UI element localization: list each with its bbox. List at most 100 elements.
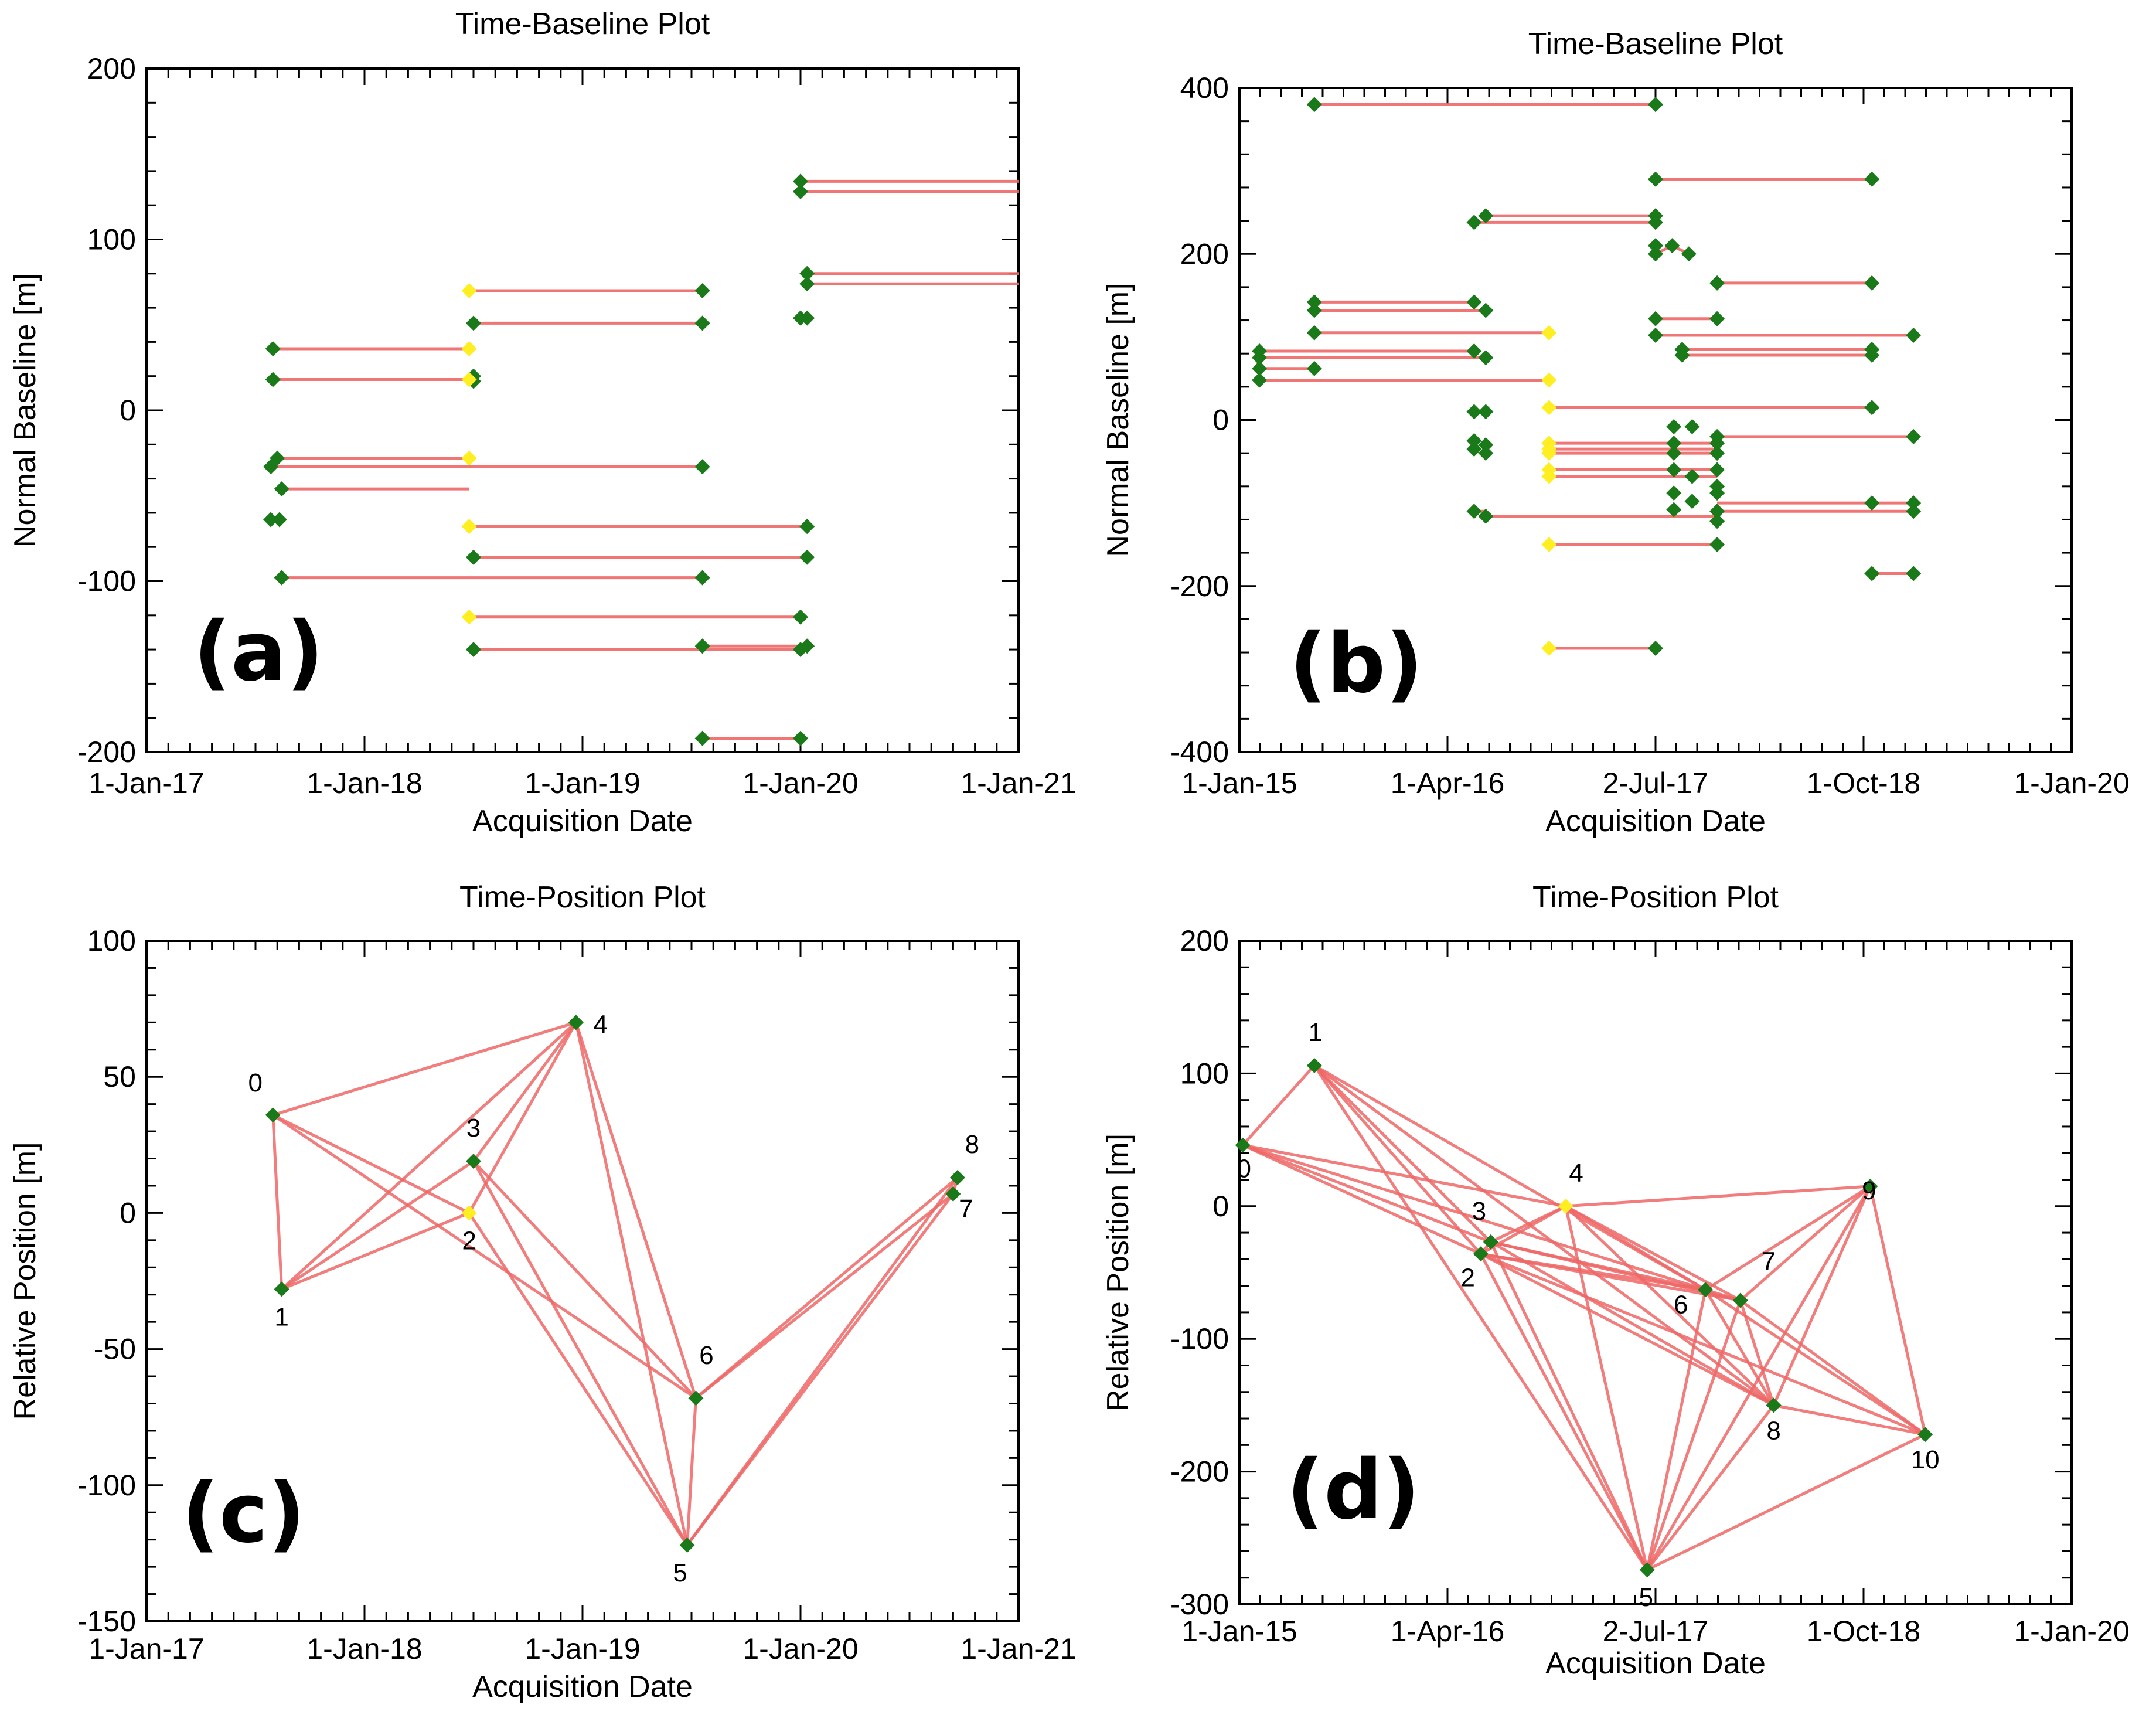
- acquisition-point: [1864, 348, 1880, 363]
- acquisition-point: [1906, 495, 1922, 511]
- y-tick-label: -100: [77, 565, 136, 598]
- acquisition-point: [799, 549, 815, 565]
- interferogram-edge: [1242, 1144, 1566, 1208]
- acquisition-point: [694, 459, 710, 475]
- interferogram-edge: [1646, 1433, 1926, 1571]
- interferogram-edge: [1480, 1252, 1926, 1436]
- acquisition-point: [1709, 536, 1725, 552]
- interferogram-edge: [694, 1192, 954, 1400]
- master-point: [1541, 325, 1557, 341]
- x-tick-label: 1-Jan-19: [524, 1632, 640, 1665]
- acquisition-point: [1648, 328, 1663, 343]
- node-label: 7: [1762, 1247, 1776, 1276]
- acquisition-point: [694, 570, 710, 586]
- acquisition-point: [1466, 404, 1482, 420]
- x-tick-label: 2-Jul-17: [1603, 767, 1709, 800]
- master-point: [461, 450, 477, 466]
- acquisition-point: [1906, 328, 1922, 343]
- x-axis-label: Acquisition Date: [472, 804, 693, 838]
- node-label: 3: [466, 1114, 481, 1142]
- interferogram-edge: [1313, 1064, 1775, 1407]
- interferogram-edge: [1739, 1299, 1926, 1436]
- node-label: 9: [1862, 1176, 1876, 1205]
- y-tick-label: 100: [87, 924, 136, 957]
- acquisition-point: [1252, 372, 1268, 388]
- acquisition-point: [1478, 437, 1494, 453]
- acquisition-point: [1252, 350, 1268, 366]
- x-axis-label: Acquisition Date: [472, 1670, 693, 1704]
- image-node: [1639, 1562, 1655, 1578]
- interferogram-edge: [1773, 1403, 1926, 1436]
- y-axis-label: Normal Baseline [m]: [1101, 283, 1135, 557]
- acquisition-point: [1478, 445, 1494, 461]
- interferogram-edge: [686, 1398, 697, 1546]
- acquisition-point: [799, 276, 815, 292]
- x-tick-label: 1-Jan-21: [961, 1632, 1076, 1665]
- x-tick-label: 1-Jan-18: [306, 1632, 422, 1665]
- acquisition-point: [274, 481, 289, 497]
- acquisition-point: [1478, 404, 1494, 420]
- acquisition-point: [1864, 566, 1880, 581]
- acquisition-point: [1666, 445, 1682, 461]
- image-node: [1917, 1427, 1933, 1443]
- y-tick-label: -50: [94, 1333, 136, 1366]
- y-tick-label: 200: [1180, 237, 1229, 270]
- interferogram-edge: [472, 1160, 689, 1546]
- acquisition-point: [271, 512, 287, 528]
- interferogram-edge: [280, 1021, 577, 1291]
- acquisition-point: [1684, 494, 1700, 509]
- interferogram-edge: [1739, 1299, 1776, 1406]
- chart-title: Time-Position Plot: [459, 880, 706, 914]
- acquisition-point: [1666, 502, 1682, 518]
- interferogram-edge: [472, 1160, 697, 1399]
- image-node: [1483, 1234, 1498, 1250]
- acquisition-point: [1664, 238, 1680, 254]
- interferogram-edge: [574, 1022, 697, 1399]
- acquisition-point: [1466, 433, 1482, 448]
- acquisition-point: [1684, 468, 1700, 484]
- y-tick-label: 400: [1180, 72, 1229, 104]
- acquisition-point: [466, 549, 481, 565]
- acquisition-point: [694, 283, 710, 298]
- x-axis-label: Acquisition Date: [1545, 1646, 1766, 1680]
- interferogram-edge: [1646, 1404, 1775, 1571]
- acquisition-point: [265, 341, 281, 357]
- acquisition-point: [1684, 419, 1700, 434]
- acquisition-point: [1864, 171, 1880, 187]
- image-node: [1862, 1178, 1878, 1194]
- x-tick-label: 1-Oct-18: [1807, 767, 1921, 800]
- interferogram-edge: [1490, 1240, 1774, 1407]
- acquisition-point: [1478, 350, 1494, 366]
- node-label: 10: [1911, 1445, 1940, 1474]
- acquisition-point: [1648, 238, 1663, 254]
- interferogram-edge: [1739, 1185, 1872, 1302]
- interferogram-edge: [694, 1176, 959, 1400]
- node-label: 0: [248, 1069, 263, 1097]
- acquisition-point: [1674, 348, 1690, 363]
- interferogram-edge: [1868, 1186, 1927, 1435]
- acquisition-point: [793, 173, 808, 189]
- acquisition-point: [1306, 302, 1322, 318]
- x-tick-label: 2-Jul-17: [1603, 1615, 1709, 1648]
- x-tick-label: 1-Jan-21: [961, 767, 1076, 800]
- acquisition-point: [1466, 294, 1482, 310]
- acquisition-point: [799, 519, 815, 535]
- y-tick-label: 100: [87, 223, 136, 256]
- acquisition-point: [1709, 513, 1725, 529]
- interferogram-edge: [472, 1021, 577, 1162]
- panel-label: (c): [182, 1466, 305, 1561]
- y-tick-label: -200: [1170, 1455, 1229, 1488]
- y-axis-label: Relative Position [m]: [1101, 1134, 1135, 1411]
- acquisition-point: [1478, 508, 1494, 524]
- interferogram-edge: [1489, 1241, 1649, 1571]
- acquisition-point: [1666, 436, 1682, 451]
- acquisition-point: [1666, 462, 1682, 478]
- interferogram-edge: [1313, 1064, 1482, 1255]
- interferogram-edge: [1241, 1064, 1316, 1147]
- plot-area: [263, 173, 1019, 746]
- interferogram-edge: [273, 1020, 577, 1117]
- interferogram-edge: [1242, 1144, 1491, 1244]
- panel-label: (b): [1289, 616, 1423, 712]
